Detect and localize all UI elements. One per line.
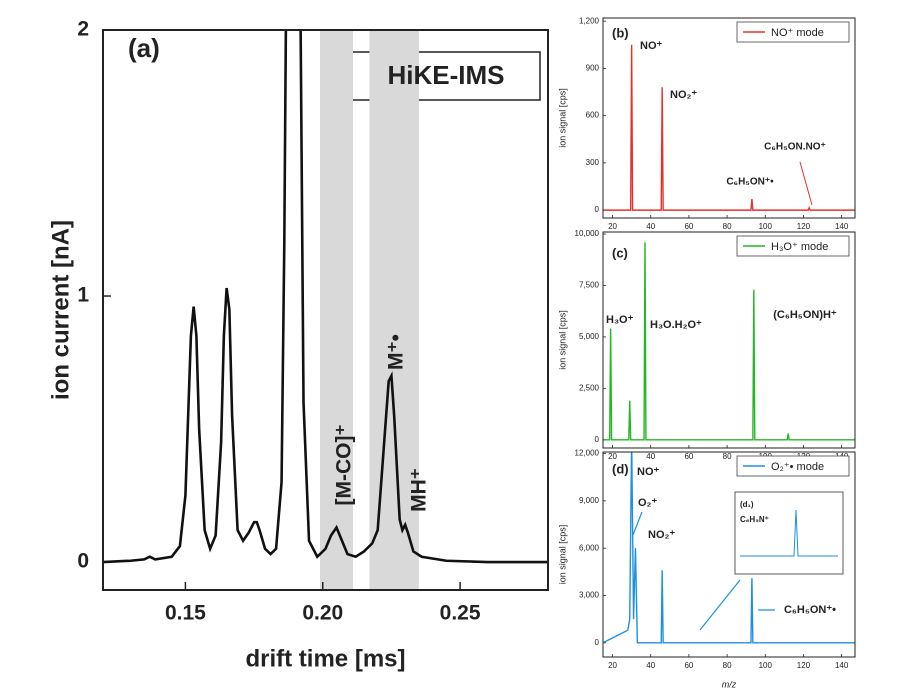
x-tick-label: 140 [835, 661, 849, 670]
data-line [603, 242, 855, 441]
y-tick-label: 3,000 [579, 591, 600, 600]
annotation: (d) [612, 461, 629, 476]
x-axis-label: m/z [722, 679, 737, 689]
x-tick-label: 120 [797, 222, 811, 231]
shaded-band [369, 30, 419, 590]
plot-frame [102, 29, 549, 591]
y-tick-label: 600 [586, 111, 600, 120]
annotation: (b) [612, 25, 629, 40]
plot-frame [602, 451, 856, 658]
x-tick-label: 20 [608, 452, 617, 461]
y-axis-label: ion signal [cps] [557, 88, 567, 148]
x-tick-label: 80 [723, 222, 732, 231]
legend-box [736, 235, 850, 257]
plot-frame [602, 17, 856, 219]
legend-label: H₃O⁺ mode [771, 241, 828, 253]
x-tick-label: 0.15 [165, 602, 206, 625]
y-axis-label: ion signal [cps] [557, 310, 567, 370]
y-tick-label: 0 [595, 638, 600, 647]
annotation: C₆H₅ON.NO⁺ [764, 142, 826, 153]
y-tick-label: 0 [595, 435, 600, 444]
axes-big: 0.15 0.20 0.25 0 1 2 [77, 18, 481, 625]
annotation: H₃O⁺ [606, 314, 634, 326]
x-tick-label: 60 [684, 452, 693, 461]
annotation: MH⁺ [408, 468, 431, 512]
x-tick-label: 0.25 [440, 602, 481, 625]
y-tick-label: 900 [586, 64, 600, 73]
plot-frame [602, 231, 856, 449]
y-tick-label: 10,000 [575, 229, 600, 238]
y-tick-label: 9,000 [579, 496, 600, 505]
y-axis-label: ion signal [cps] [557, 525, 567, 585]
x-tick-label: 40 [646, 452, 655, 461]
annotation: [M-CO]⁺ [333, 424, 356, 505]
y-tick-label: 6,000 [579, 543, 600, 552]
y-tick-label: 12,000 [575, 449, 600, 458]
y-tick-label: 2,500 [579, 383, 600, 392]
annotation: (c) [612, 245, 628, 260]
legend-box [736, 21, 850, 43]
y-axis-label: ion current [nA] [47, 220, 74, 400]
y-tick-label: 0 [595, 205, 600, 214]
x-tick-label: 80 [723, 661, 732, 670]
annotation: C₆H₅ON⁺• [726, 177, 774, 188]
x-tick-label: 20 [608, 661, 617, 670]
x-tick-label: 120 [797, 661, 811, 670]
axes: 20 40 60 80 100 120 140 0 300 600 900 1,200 [579, 16, 849, 231]
y-tick-label: 1 [77, 284, 89, 307]
y-tick-label: 1,200 [579, 16, 600, 25]
annotation: NO₂⁺ [670, 89, 697, 101]
annotation: HiKE-IMS [388, 60, 505, 90]
data-line [603, 452, 855, 644]
x-tick-label: 20 [608, 222, 617, 231]
annotation: H₃O.H₂O⁺ [650, 319, 702, 331]
x-tick-label: 60 [684, 222, 693, 231]
y-tick-label: 5,000 [579, 332, 600, 341]
annotation: C₆H₅ON⁺• [784, 604, 836, 616]
annotation: O₂⁺ [638, 497, 657, 509]
data-line [603, 44, 855, 211]
x-tick-label: 140 [835, 222, 849, 231]
x-tick-label: 60 [684, 661, 693, 670]
annotation: NO₂⁺ [648, 529, 675, 541]
x-axis-label: drift time [ms] [245, 645, 405, 672]
annotation: NO⁺ [640, 40, 663, 52]
y-tick-label: 0 [77, 550, 89, 573]
shaded-band [320, 30, 353, 590]
x-tick-label: 100 [759, 661, 773, 670]
x-tick-label: 40 [646, 661, 655, 670]
annotation: (C₆H₅ON)H⁺ [773, 309, 837, 321]
axes: 20 40 60 80 100 120 140 0 3,000 6,000 9,000 12,000 [575, 449, 849, 670]
x-tick-label: 40 [646, 222, 655, 231]
legend-label: NO⁺ mode [771, 27, 824, 39]
annotation: (a) [128, 33, 160, 63]
data-line [103, 30, 548, 564]
y-tick-label: 7,500 [579, 281, 600, 290]
inset [734, 491, 844, 575]
annotation: M⁺• [385, 334, 408, 370]
arrows-d [632, 511, 775, 631]
y-tick-label: 300 [586, 158, 600, 167]
arrows [799, 161, 813, 206]
annotation: NO⁺ [637, 466, 660, 478]
annotation: (d₁) [740, 500, 754, 509]
legend-box [736, 455, 850, 477]
x-tick-label: 80 [723, 452, 732, 461]
legend-label: O₂⁺• mode [771, 461, 824, 473]
annotation: C₆H₅N⁺ [740, 515, 769, 524]
y-tick-label: 2 [77, 18, 89, 41]
x-tick-label: 0.20 [302, 602, 343, 625]
x-tick-label: 100 [759, 222, 773, 231]
